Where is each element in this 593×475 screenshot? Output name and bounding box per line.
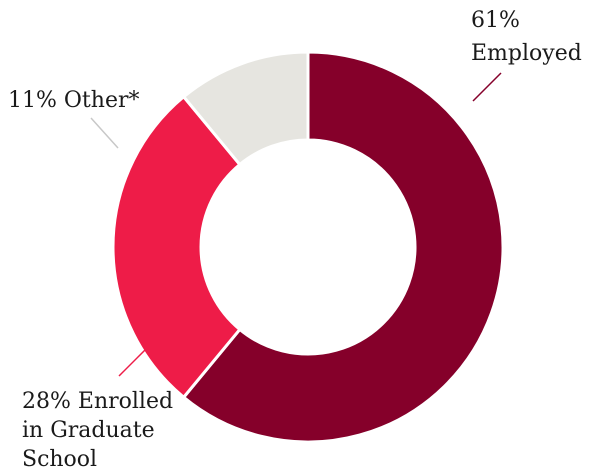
employed-slice xyxy=(181,50,505,444)
other-leader-line xyxy=(90,117,119,149)
other-label-line-1: 11% Other* xyxy=(8,88,139,113)
employed-label-line-2: Employed xyxy=(471,41,582,66)
enrolled-leader-line xyxy=(118,346,149,377)
other-label: 11% Other* xyxy=(8,88,139,113)
enrolled-label-line-2: in Graduate xyxy=(22,418,155,443)
employed-label: 61% Employed xyxy=(471,8,582,66)
enrolled-label: 28% Enrolled in Graduate School xyxy=(22,389,180,472)
enrolled-label-line-3: School xyxy=(22,447,97,472)
slices-group xyxy=(111,50,505,444)
other-slice xyxy=(181,50,310,167)
enrolled-label-line-1: 28% Enrolled xyxy=(22,389,173,414)
employed-leader-line xyxy=(472,72,502,102)
enrolled-slice xyxy=(111,94,242,400)
employed-label-line-1: 61% xyxy=(471,8,520,33)
